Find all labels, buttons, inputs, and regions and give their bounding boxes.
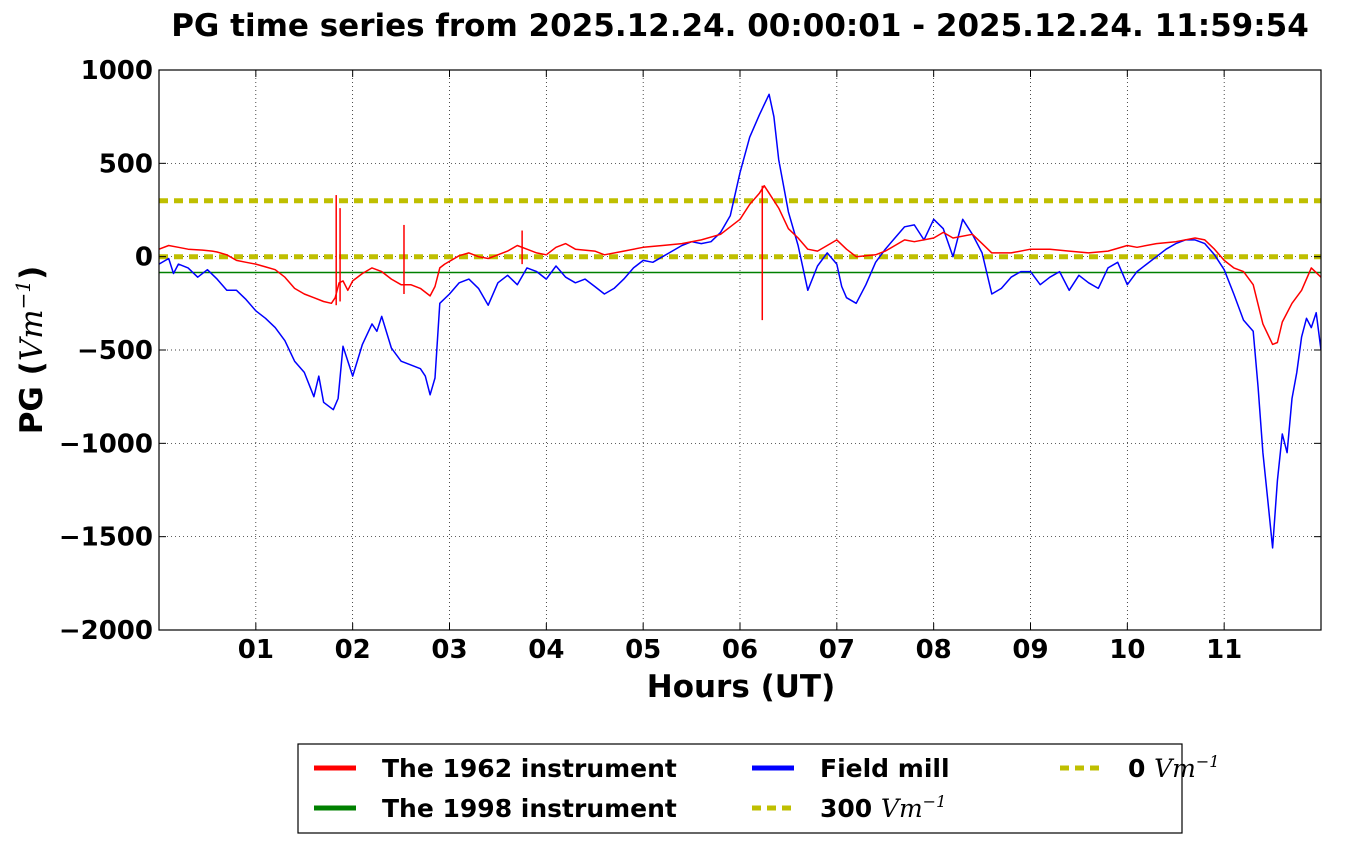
x-tick-label: 05 bbox=[625, 635, 661, 665]
x-tick-label: 09 bbox=[1012, 635, 1048, 665]
series-layer bbox=[159, 93, 1321, 549]
x-tick-label: 06 bbox=[722, 635, 758, 665]
legend-label: 0 Vm−1 bbox=[1128, 752, 1219, 783]
axis-ticks: 01 02 03 04 05 06 07 08 09 10 11 1000 500 0 −500 −1000 −… bbox=[59, 56, 1321, 665]
x-axis-label: Hours (UT) bbox=[647, 669, 836, 705]
y-tick-label: −2000 bbox=[59, 616, 153, 646]
chart-title: PG time series from 2025.12.24. 00:00:01… bbox=[171, 8, 1309, 44]
y-tick-label: 1000 bbox=[81, 56, 153, 86]
series-line-field-mill bbox=[159, 93, 1321, 549]
series-line-the-1962-instrument bbox=[159, 184, 1321, 346]
legend-label: 300 Vm−1 bbox=[820, 792, 946, 823]
legend: The 1962 instrument The 1998 instrument Fi… bbox=[297, 743, 1219, 834]
legend-frame bbox=[297, 743, 1183, 834]
series-group bbox=[159, 93, 1321, 549]
x-tick-label: 10 bbox=[1109, 635, 1145, 665]
x-tick-label: 07 bbox=[819, 635, 855, 665]
y-tick-label: −1500 bbox=[59, 523, 153, 553]
x-tick-label: 02 bbox=[335, 635, 371, 665]
y-tick-label: 500 bbox=[99, 149, 153, 179]
x-tick-label: 01 bbox=[238, 635, 274, 665]
x-tick-label: 11 bbox=[1206, 635, 1242, 665]
x-tick-label: 04 bbox=[528, 635, 564, 665]
legend-label: The 1962 instrument bbox=[382, 754, 677, 783]
x-tick-label: 03 bbox=[431, 635, 467, 665]
legend-label: The 1998 instrument bbox=[382, 794, 677, 823]
y-axis-label: PG (Vm−1) bbox=[11, 266, 50, 435]
x-tick-label: 08 bbox=[916, 635, 952, 665]
y-tick-label: −1000 bbox=[59, 429, 153, 459]
y-tick-label: −500 bbox=[77, 336, 153, 366]
legend-label: Field mill bbox=[820, 754, 950, 783]
y-tick-label: 0 bbox=[135, 243, 153, 273]
grid bbox=[159, 69, 1321, 631]
